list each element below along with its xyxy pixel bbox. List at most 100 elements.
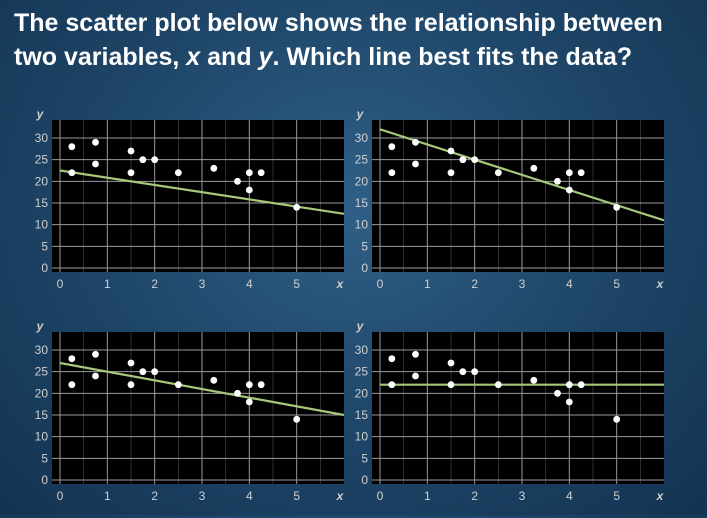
data-point xyxy=(127,381,135,389)
y-tick-label: 10 xyxy=(355,218,369,232)
data-point xyxy=(388,169,396,177)
question-text: The scatter plot below shows the relatio… xyxy=(14,6,704,74)
y-tick-label: 30 xyxy=(355,131,369,145)
data-point xyxy=(412,350,419,358)
scatter-plot-1[interactable]: 0 5 10 15 20 25 30 0 1 2 3 4 5 y x xyxy=(28,106,348,306)
y-tick-label: 20 xyxy=(35,386,49,400)
x-tick-label: 5 xyxy=(293,277,300,291)
data-point xyxy=(494,381,502,389)
scatter-plot-3[interactable]: 0 5 10 15 20 25 30 0 1 2 3 4 5 y x xyxy=(28,318,348,518)
y-tick-label: 30 xyxy=(35,131,49,145)
scatter-plot-4[interactable]: 0 5 10 15 20 25 30 0 1 2 3 4 5 y x xyxy=(348,318,668,518)
data-point xyxy=(234,177,241,185)
x-axis-label: x xyxy=(336,489,345,503)
data-point xyxy=(412,372,419,380)
data-point xyxy=(613,203,621,211)
y-tick-label: 25 xyxy=(35,365,49,379)
data-point xyxy=(257,381,265,389)
y-tick-label: 0 xyxy=(361,473,368,487)
x-tick-label: 0 xyxy=(57,489,64,503)
data-point xyxy=(245,398,253,406)
y-tick-label: 5 xyxy=(361,451,368,465)
y-tick-label: 10 xyxy=(355,430,369,444)
x-tick-label: 3 xyxy=(519,489,526,503)
x-tick-label: 3 xyxy=(199,489,206,503)
data-point xyxy=(459,156,467,164)
data-point xyxy=(92,350,99,358)
data-point xyxy=(554,389,561,397)
data-point xyxy=(68,381,76,389)
data-point xyxy=(388,381,396,389)
x-axis-label: x xyxy=(336,277,345,291)
y-tick-label: 5 xyxy=(361,239,368,253)
data-point xyxy=(92,160,99,168)
y-axis-label: y xyxy=(356,319,365,333)
data-point xyxy=(530,376,538,384)
y-tick-label: 15 xyxy=(355,408,369,422)
y-tick-label: 20 xyxy=(355,386,369,400)
data-point xyxy=(388,143,396,151)
data-point xyxy=(68,355,76,363)
data-point xyxy=(151,156,159,164)
y-tick-label: 25 xyxy=(355,365,369,379)
data-point xyxy=(92,138,99,146)
best-fit-line xyxy=(59,361,345,417)
data-point xyxy=(447,147,455,155)
data-point xyxy=(412,160,419,168)
variable-y: y xyxy=(258,43,273,71)
data-point xyxy=(68,143,76,151)
data-point xyxy=(127,359,135,367)
x-tick-label: 4 xyxy=(566,277,573,291)
data-point xyxy=(554,177,561,185)
data-point xyxy=(293,415,301,423)
y-axis-label: y xyxy=(356,107,365,121)
data-point xyxy=(613,415,621,423)
y-tick-label: 10 xyxy=(35,218,49,232)
data-point xyxy=(174,169,182,177)
data-point xyxy=(565,169,573,177)
x-tick-label: 2 xyxy=(151,277,158,291)
data-point xyxy=(210,164,218,172)
data-point xyxy=(388,355,396,363)
scatter-plot-2[interactable]: 0 5 10 15 20 25 30 0 1 2 3 4 5 y x xyxy=(348,106,668,306)
question-part-2: . Which line best fits the data? xyxy=(272,43,633,71)
data-point xyxy=(471,368,479,376)
y-tick-label: 10 xyxy=(35,430,49,444)
x-tick-label: 1 xyxy=(104,277,111,291)
data-point xyxy=(257,169,265,177)
data-point xyxy=(412,138,419,146)
x-tick-label: 4 xyxy=(246,489,253,503)
x-tick-label: 1 xyxy=(424,489,431,503)
x-tick-label: 2 xyxy=(151,489,158,503)
y-tick-label: 5 xyxy=(41,451,48,465)
x-tick-label: 4 xyxy=(566,489,573,503)
data-point xyxy=(530,164,538,172)
data-point xyxy=(127,147,135,155)
data-point xyxy=(92,372,99,380)
data-point xyxy=(210,376,218,384)
data-point xyxy=(447,169,455,177)
x-tick-label: 5 xyxy=(613,277,620,291)
x-tick-label: 1 xyxy=(104,489,111,503)
data-point xyxy=(245,169,253,177)
y-tick-label: 30 xyxy=(355,343,369,357)
x-axis-label: x xyxy=(656,277,665,291)
y-tick-label: 25 xyxy=(355,153,369,167)
data-point xyxy=(577,169,585,177)
x-tick-label: 5 xyxy=(613,489,620,503)
data-point xyxy=(447,359,455,367)
x-tick-label: 0 xyxy=(57,277,64,291)
data-point xyxy=(68,169,76,177)
y-tick-label: 0 xyxy=(361,261,368,275)
y-tick-label: 20 xyxy=(35,174,49,188)
question-part-1: The scatter plot below shows the relatio… xyxy=(14,9,663,71)
data-point xyxy=(447,381,455,389)
data-point xyxy=(127,169,135,177)
x-tick-label: 3 xyxy=(519,277,526,291)
y-tick-label: 0 xyxy=(41,473,48,487)
y-tick-label: 5 xyxy=(41,239,48,253)
y-tick-label: 30 xyxy=(35,343,49,357)
data-point xyxy=(234,389,241,397)
x-tick-label: 1 xyxy=(424,277,431,291)
y-tick-label: 20 xyxy=(355,174,369,188)
